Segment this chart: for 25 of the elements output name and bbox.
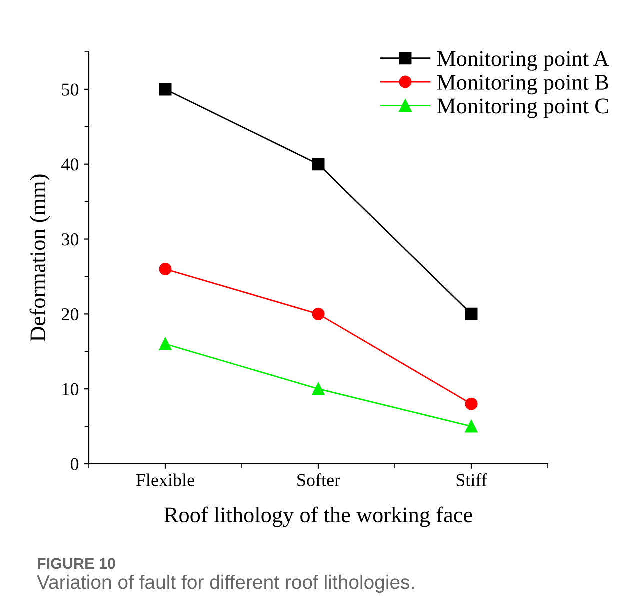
point: [312, 158, 325, 171]
legend-label: Monitoring point B: [437, 75, 608, 95]
y-tick-label: 30: [62, 234, 79, 246]
y-tick-label: 10: [62, 383, 79, 396]
caption: FIGURE 10: [38, 558, 116, 570]
point: [312, 382, 325, 396]
point: [465, 308, 478, 320]
point: [159, 262, 172, 276]
y-tick-label: 50: [62, 84, 79, 96]
x-tick-label: Softer: [298, 474, 340, 486]
y-axis-title: Deformation (mm): [30, 174, 50, 342]
legend-label: Monitoring point A: [437, 51, 610, 71]
x-axis-title: Roof lithology of the working face: [164, 506, 472, 528]
text: Variation of fault for different roof lithologies.: [37, 574, 414, 594]
y-tick-label: 0: [70, 458, 79, 470]
legend-label: Monitoring point C: [437, 98, 608, 118]
point: [465, 398, 478, 410]
x-tick-label: Stiff: [456, 474, 488, 486]
point: [159, 83, 172, 96]
point: [312, 308, 325, 320]
y-tick-label: 40: [62, 158, 79, 171]
point: [465, 420, 478, 433]
y-tick-label: 20: [62, 308, 79, 321]
point: [159, 338, 172, 350]
x-tick-label: Flexible: [136, 474, 194, 486]
